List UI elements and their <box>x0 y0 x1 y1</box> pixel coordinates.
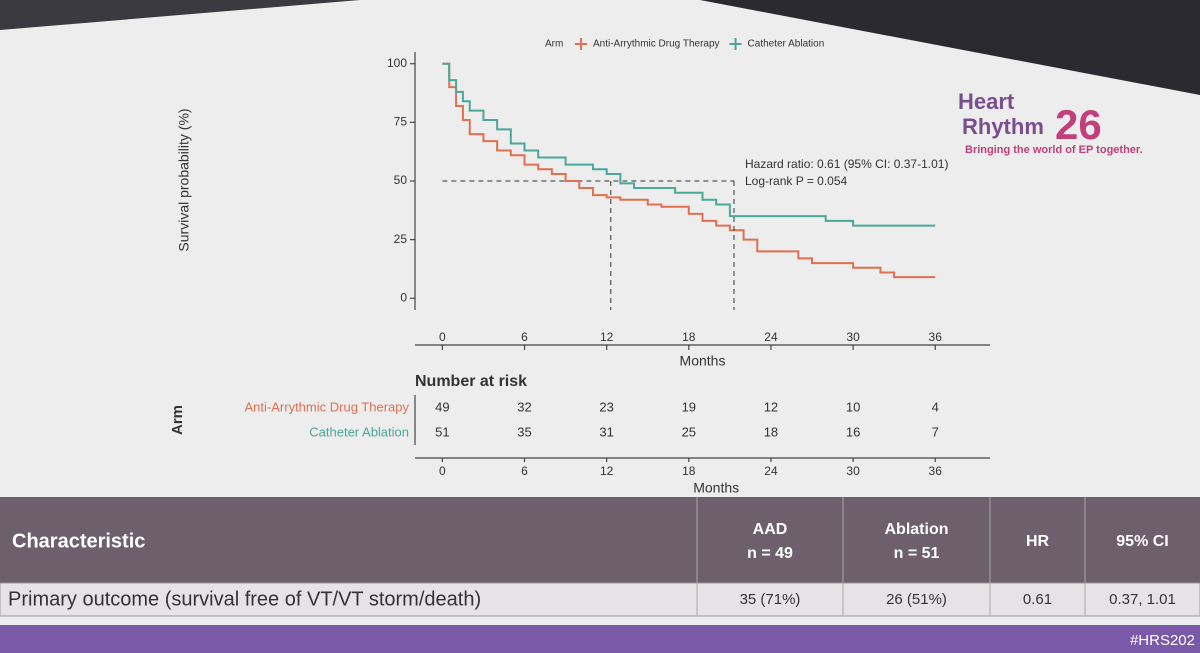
risk-x-tick-label: 0 <box>439 464 446 478</box>
footer-band <box>0 625 1200 653</box>
risk-count: 32 <box>517 399 531 414</box>
table-header-bg <box>0 497 1200 583</box>
risk-row-label: Catheter Ablation <box>309 424 409 439</box>
annotation: Log-rank P = 0.054 <box>745 174 848 188</box>
risk-x-tick-label: 24 <box>764 464 778 478</box>
room-corner <box>700 0 1200 95</box>
survival-curve <box>442 62 936 227</box>
logo-line: Heart <box>958 89 1015 114</box>
x-tick-label: 24 <box>764 330 778 344</box>
legend-label: Catheter Ablation <box>748 39 825 50</box>
x-axis-title: Months <box>680 353 726 369</box>
header-cell: Characteristic <box>12 530 145 552</box>
risk-count: 19 <box>682 399 696 414</box>
y-tick-label: 75 <box>394 115 408 129</box>
y-tick-label: 50 <box>394 173 408 187</box>
footer: #HRS202 <box>1130 632 1195 649</box>
legend-label: Anti-Arrythmic Drug Therapy <box>593 39 720 50</box>
x-tick-label: 6 <box>521 330 528 344</box>
annotation: Hazard ratio: 0.61 (95% CI: 0.37-1.01) <box>745 157 948 171</box>
x-tick-label: 0 <box>439 330 446 344</box>
risk-x-tick-label: 30 <box>846 464 860 478</box>
header-cell: AAD <box>753 521 788 538</box>
table-cell: 0.61 <box>1023 591 1052 608</box>
y-tick-label: 100 <box>387 56 407 70</box>
risk-count: 4 <box>932 399 939 414</box>
logo-line: Rhythm <box>962 114 1044 139</box>
legend-symbol <box>575 38 587 50</box>
table-cell: 35 (71%) <box>740 591 801 608</box>
logo-number: 26 <box>1055 101 1102 148</box>
y-tick-label: 25 <box>394 232 408 246</box>
risk-x-tick-label: 6 <box>521 464 528 478</box>
risk-x-tick-label: 18 <box>682 464 696 478</box>
risk-count: 18 <box>764 424 778 439</box>
room-corner <box>0 0 360 30</box>
logo-tagline: Bringing the world of EP together. <box>965 144 1143 156</box>
header-cell: n = 49 <box>747 545 793 562</box>
table-cell: 0.37, 1.01 <box>1109 591 1176 608</box>
survival-curve <box>442 62 936 279</box>
header-cell: n = 51 <box>894 545 940 562</box>
risk-title: Number at risk <box>415 373 527 390</box>
risk-count: 12 <box>764 399 778 414</box>
risk-count: 31 <box>599 424 613 439</box>
legend-symbol <box>729 38 742 50</box>
x-tick-label: 36 <box>929 330 943 344</box>
legend-title: Arm <box>545 39 563 50</box>
risk-row-label: Anti-Arrythmic Drug Therapy <box>245 399 410 414</box>
risk-x-tick-label: 36 <box>929 464 943 478</box>
table-row-bg <box>0 582 1200 617</box>
header-cell: 95% CI <box>1116 533 1168 550</box>
risk-count: 51 <box>435 424 449 439</box>
risk-x-tick-label: 12 <box>600 464 614 478</box>
header-cell: HR <box>1026 533 1050 550</box>
header-cell: Ablation <box>885 521 949 538</box>
y-tick-label: 0 <box>400 290 407 304</box>
risk-count: 25 <box>682 424 696 439</box>
x-tick-label: 18 <box>682 330 696 344</box>
table-cell: Primary outcome (survival free of VT/VT … <box>8 588 481 610</box>
risk-count: 49 <box>435 399 449 414</box>
x-tick-label: 12 <box>600 330 614 344</box>
risk-count: 23 <box>599 399 613 414</box>
risk-xlabel: Months <box>693 480 739 496</box>
risk-count: 35 <box>517 424 531 439</box>
risk-count: 10 <box>846 399 860 414</box>
y-axis-title: Survival probability (%) <box>176 108 192 251</box>
table-cell: 26 (51%) <box>886 591 947 608</box>
risk-ylabel: Arm <box>169 405 186 435</box>
risk-count: 16 <box>846 424 860 439</box>
x-tick-label: 30 <box>846 330 860 344</box>
risk-count: 7 <box>932 424 939 439</box>
